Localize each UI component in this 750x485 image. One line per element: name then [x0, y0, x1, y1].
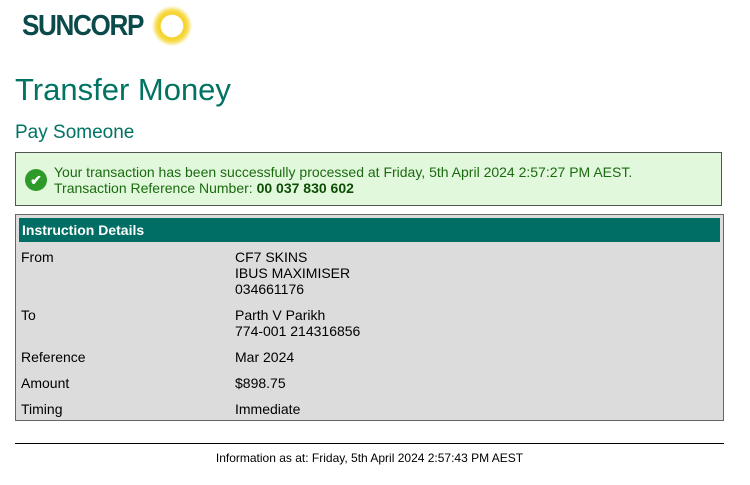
logo-text: SUNCORP [22, 10, 144, 42]
row-value-from: CF7 SKINS IBUS MAXIMISER 034661176 [235, 249, 350, 297]
success-message: Your transaction has been successfully p… [54, 164, 633, 180]
from-account-type: IBUS MAXIMISER [235, 265, 351, 281]
row-label-amount: Amount [21, 375, 70, 391]
information-timestamp: Information as at: Friday, 5th April 202… [215, 451, 524, 465]
row-label-timing: Timing [21, 401, 63, 417]
page-subtitle: Pay Someone [15, 122, 135, 143]
reference-label: Transaction Reference Number: [54, 180, 253, 196]
to-account: 774-001 214316856 [235, 323, 361, 339]
row-label-reference: Reference [21, 349, 86, 365]
instruction-details-header: Instruction Details [19, 218, 720, 242]
reference-number: 00 037 830 602 [256, 180, 354, 196]
row-label-to: To [21, 307, 36, 323]
row-value-reference: Mar 2024 [235, 349, 295, 365]
row-value-to: Parth V Parikh 774-001 214316856 [235, 307, 360, 339]
to-name: Parth V Parikh [235, 307, 326, 323]
suncorp-logo: SUNCORP [22, 10, 157, 43]
sun-logo-icon [152, 6, 192, 46]
divider [15, 443, 724, 444]
row-label-from: From [21, 249, 54, 265]
row-value-amount: $898.75 [235, 375, 286, 391]
from-account-number: 034661176 [235, 281, 305, 297]
page-title: Transfer Money [15, 72, 231, 107]
check-circle-icon: ✔ [25, 169, 47, 191]
row-value-timing: Immediate [235, 401, 301, 417]
from-name: CF7 SKINS [235, 249, 308, 265]
success-message-box: ✔ Your transaction has been successfully… [15, 152, 722, 206]
instruction-details: Instruction Details From CF7 SKINS IBUS … [15, 214, 724, 421]
